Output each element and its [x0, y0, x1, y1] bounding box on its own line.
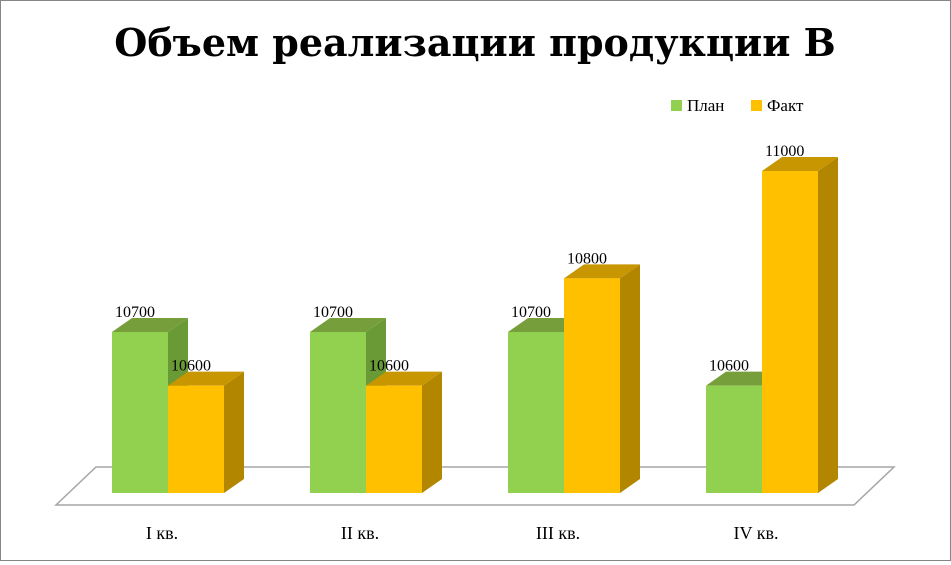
legend-label-1: Факт	[767, 96, 804, 115]
bar-top-0-1	[168, 371, 244, 386]
x-axis-ticks: I кв. II кв. III кв. IV кв.	[146, 523, 779, 543]
bars: 10700 10600 10700 10600 10700 10800 10600 11000	[112, 143, 838, 493]
legend-swatch-1	[751, 100, 762, 111]
legend: План Факт	[671, 96, 804, 115]
chart-title: Объем реализации продукции В	[114, 20, 836, 65]
bar-2-1: 10800	[564, 250, 640, 493]
category-label-2: III кв.	[536, 523, 580, 543]
bar-side-2-1	[620, 264, 640, 493]
bar-side-1-1	[422, 371, 442, 493]
category-label-0: I кв.	[146, 523, 178, 543]
data-label-2-1: 10800	[567, 250, 607, 267]
floor-plane	[54, 466, 896, 506]
data-label-3-0: 10600	[709, 358, 749, 375]
data-label-0-1: 10600	[171, 358, 211, 375]
bar-0-1: 10600	[168, 358, 244, 493]
bar-front-3-1	[762, 171, 818, 493]
bar-top-0-0	[112, 318, 188, 332]
bar-top-1-1	[366, 371, 442, 386]
bar-top-2-1	[564, 264, 640, 279]
bar-front-2-0	[508, 332, 564, 493]
bar-front-1-1	[366, 385, 422, 493]
data-label-0-0: 10700	[115, 304, 155, 321]
data-label-3-1: 11000	[765, 143, 804, 160]
bar-side-3-1	[818, 157, 838, 493]
bar-front-3-0	[706, 385, 762, 493]
bar-1-1: 10600	[366, 358, 442, 493]
legend-label-0: План	[687, 96, 724, 115]
bar-top-1-0	[310, 318, 386, 332]
bar-front-0-1	[168, 385, 224, 493]
bar-top-3-1	[762, 157, 838, 171]
legend-swatch-0	[671, 100, 682, 111]
bar-front-2-1	[564, 278, 620, 493]
category-label-3: IV кв.	[734, 523, 779, 543]
category-label-1: II кв.	[341, 523, 379, 543]
data-label-1-1: 10600	[369, 358, 409, 375]
data-label-1-0: 10700	[313, 304, 353, 321]
data-label-2-0: 10700	[511, 304, 551, 321]
bar-side-0-1	[224, 371, 244, 493]
bar-front-0-0	[112, 332, 168, 493]
bar-front-1-0	[310, 332, 366, 493]
chart-floor	[54, 466, 896, 506]
bar-3-1: 11000	[762, 143, 838, 493]
